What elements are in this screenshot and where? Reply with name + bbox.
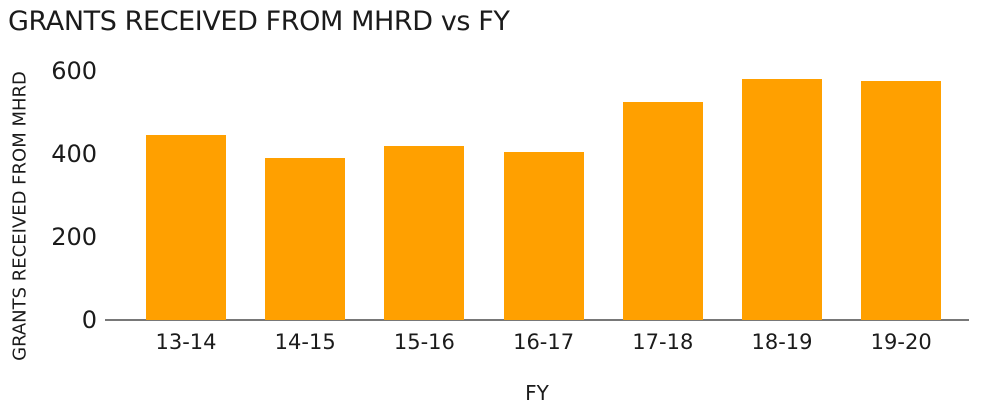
bar-14-15 bbox=[265, 158, 346, 320]
y-tick-label: 200 bbox=[51, 223, 97, 251]
bar-16-17 bbox=[503, 151, 584, 320]
bar-13-14 bbox=[146, 135, 226, 320]
chart-title: GRANTS RECEIVED FROM MHRD vs FY bbox=[8, 6, 510, 37]
bar-15-16 bbox=[384, 145, 465, 320]
y-axis-tick-labels: 0 200 400 600 bbox=[0, 59, 97, 332]
y-tick-label: 400 bbox=[51, 140, 97, 168]
plot-area bbox=[105, 71, 969, 320]
x-tick-label: 18-19 bbox=[751, 330, 813, 354]
x-tick-label: 17-18 bbox=[632, 330, 694, 354]
y-tick-label: 600 bbox=[51, 57, 97, 85]
x-tick-label: 16-17 bbox=[513, 330, 575, 354]
x-tick-label: 15-16 bbox=[393, 330, 455, 354]
bar-19-20 bbox=[861, 81, 942, 320]
y-tick-label: 0 bbox=[81, 306, 97, 334]
x-tick-label: 19-20 bbox=[870, 330, 932, 354]
x-tick-label: 14-15 bbox=[274, 330, 336, 354]
bar-18-19 bbox=[742, 79, 822, 320]
x-tick-label: 13-14 bbox=[155, 330, 217, 354]
x-axis-title: FY bbox=[525, 381, 549, 405]
x-axis-line bbox=[105, 319, 969, 321]
bar-17-18 bbox=[622, 102, 703, 320]
